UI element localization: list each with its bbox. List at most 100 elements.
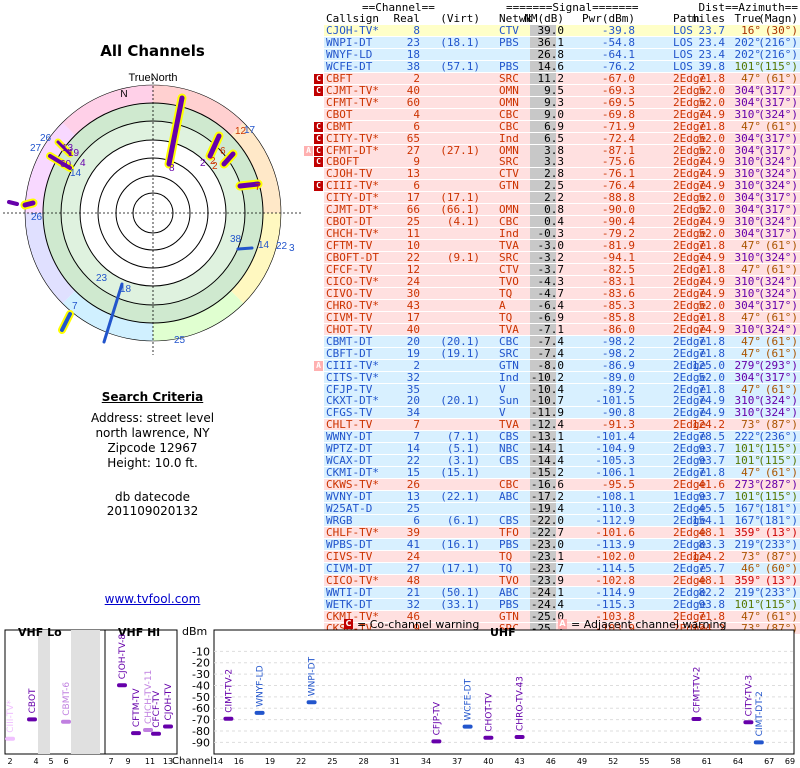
table-row: C CITY-TV* 65 Ind 6.5 -72.4 2Edge 52.0 304° (317°…: [298, 131, 800, 145]
cell-pwr: -101.5: [595, 394, 635, 408]
cell-nm: 9.3: [544, 95, 564, 109]
cell-pwr: -89.2: [601, 382, 635, 396]
gap-band: [71, 630, 100, 754]
polar-channel-label: 12: [235, 126, 247, 137]
cell-nm: -12.4: [530, 418, 564, 432]
table-row: CHRO-TV* 43 A -6.4 -85.3 2Edge 52.0 304° (317°): [298, 298, 800, 312]
north-label: TrueNorth: [128, 72, 177, 84]
cell-mg: (317°): [758, 370, 798, 384]
cell-net: V: [499, 382, 506, 396]
cell-real: 18: [406, 47, 420, 61]
cell-virt: (7.1): [446, 430, 480, 444]
cell-mi: 52.0: [698, 83, 726, 97]
cell-net: ABC: [499, 585, 519, 599]
cell-real: 17: [406, 191, 420, 205]
header-path: Path: [673, 12, 700, 25]
page-title: All Channels: [100, 42, 205, 60]
cell-mg: (324°): [758, 322, 798, 336]
polar-channel-label: 2: [212, 161, 218, 172]
cell-mi: 74.9: [698, 215, 726, 229]
cell-mi: 154.1: [691, 513, 725, 527]
cell-path: 2Edge: [673, 227, 707, 241]
cell-virt: (9.1): [446, 251, 480, 265]
cell-virt: (19.1): [440, 346, 480, 360]
cell-pwr: -115.3: [595, 597, 635, 611]
cell-net: OMN: [499, 143, 519, 157]
cell-net: TFO: [499, 525, 519, 539]
cell-path: 2Edge: [673, 370, 707, 384]
cell-pwr: -85.3: [601, 298, 635, 312]
co-channel-warning-badge: C: [314, 181, 323, 192]
cell-call: WNPI-DT: [326, 35, 373, 49]
cell-call: CIII-TV*: [326, 179, 379, 193]
cell-mg: (324°): [758, 179, 798, 193]
site-link[interactable]: www.tvfool.com: [104, 592, 201, 606]
cell-pwr: -94.1: [601, 251, 635, 265]
cell-pwr: -105.3: [595, 454, 635, 468]
table-row: CITS-TV* 32 Ind -10.2 -89.0 2Edge 52.0 304° (317…: [298, 370, 800, 384]
n-letter: N: [120, 89, 127, 100]
cell-real: 7: [413, 418, 420, 432]
x-tick: 5: [48, 757, 53, 766]
cell-real: 13: [406, 167, 420, 181]
cell-pwr: -76.4: [601, 179, 635, 193]
cell-real: 2: [413, 358, 420, 372]
cell-net: SRC: [499, 621, 519, 635]
cell-path: 2Edge: [673, 107, 707, 121]
cell-real: 6: [413, 513, 420, 527]
cell-path: 2Edge: [673, 263, 707, 276]
table-row: CIVM-DT 27 (17.1) TQ -23.7 -114.5 2Edge 75.7 46°…: [298, 562, 800, 574]
cell-mg: (216°): [758, 47, 798, 61]
polar-channel-label: 18: [120, 284, 132, 295]
channel-bar: [691, 717, 702, 722]
cell-mg: (324°): [758, 107, 798, 121]
x-tick: 9: [125, 757, 130, 766]
cell-net: OMN: [499, 83, 519, 97]
cell-mg: (317°): [758, 203, 798, 217]
y-tick: -70: [192, 714, 210, 727]
cell-mg: (324°): [758, 251, 798, 265]
signal-bar: [207, 133, 222, 159]
channel-bar: [61, 719, 71, 724]
polar-channel-label: 2: [210, 156, 216, 167]
cell-net: CTV: [499, 167, 519, 181]
cell-tr: 310°: [734, 274, 762, 288]
cell-pwr: -86.0: [601, 322, 635, 336]
cell-call: WVNY-DT: [326, 490, 373, 504]
cell-real: 25: [406, 502, 420, 515]
channel-bar-label: WNPI-DT: [308, 656, 318, 696]
criteria-location: north lawrence, NY: [95, 426, 210, 440]
cell-path: LOS: [673, 59, 693, 73]
cell-mi: 52.0: [698, 143, 726, 157]
cell-path: 2Edge: [673, 274, 707, 288]
cell-call: CITS-TV*: [326, 370, 379, 384]
cell-real: 8: [413, 24, 420, 37]
cell-tr: 310°: [734, 107, 762, 121]
cell-mi: 52.0: [698, 227, 726, 241]
cell-mi: 74.9: [698, 286, 726, 300]
cell-call: CFTM-TV: [326, 239, 373, 253]
cell-mi: 52.0: [698, 95, 726, 109]
cell-call: WCFE-DT: [326, 59, 373, 73]
cell-path: 2Edge: [673, 621, 707, 635]
cell-path: 2Edge: [673, 286, 707, 300]
cell-pwr: -102.8: [595, 573, 635, 587]
spectrum-chart: VHF Lo VHF Hi UHFdBm-10-20-30-40-50-60-70-…: [4, 625, 795, 767]
channel-bar: [5, 736, 15, 741]
cell-tr: 101°: [734, 442, 762, 456]
cell-real: 2: [413, 71, 420, 85]
cell-mi: 71.8: [698, 119, 726, 133]
cell-pwr: -72.4: [601, 131, 635, 145]
cell-net: SRC: [499, 346, 519, 360]
cell-tr: 304°: [734, 203, 762, 217]
co-channel-warning-badge: C: [314, 145, 323, 156]
x-tick: 16: [234, 757, 244, 766]
cell-pwr: -69.8: [601, 107, 635, 121]
cell-virt: (50.1): [440, 585, 480, 599]
table-row: C CIII-TV* 6 GTN 2.5 -76.4 2Edge 74.9 310° (324°): [298, 179, 800, 193]
cell-mg: (324°): [758, 155, 798, 169]
polar-channel-label: 38: [230, 234, 242, 245]
cell-real: 34: [406, 406, 420, 420]
cell-tr: 310°: [734, 322, 762, 336]
cell-mg: (61°): [764, 119, 798, 133]
